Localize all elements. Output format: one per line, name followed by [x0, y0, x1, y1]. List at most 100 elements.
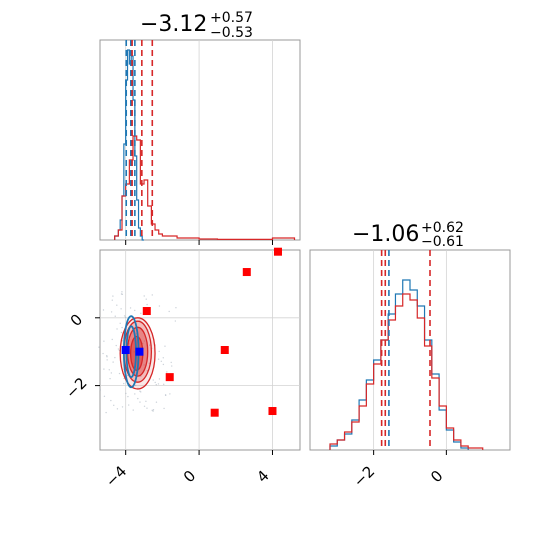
sample-point — [155, 401, 158, 403]
sample-point — [125, 392, 127, 395]
sample-point — [152, 409, 155, 411]
sample-point — [143, 295, 145, 297]
sample-point — [171, 365, 173, 367]
sample-point — [103, 368, 105, 370]
sample-point — [123, 382, 125, 385]
sample-point — [174, 320, 177, 322]
title-upper: +0.62 — [421, 220, 464, 236]
sample-point — [168, 310, 170, 313]
sample-point — [134, 393, 136, 395]
sample-point — [139, 401, 141, 403]
sample-point — [166, 371, 168, 373]
sample-point — [103, 395, 106, 398]
title-value: −3.12 — [140, 12, 207, 37]
sample-point — [146, 407, 148, 409]
sample-point — [113, 404, 115, 407]
sample-point — [139, 319, 141, 321]
sample-point — [117, 348, 120, 350]
sample-point — [114, 315, 116, 317]
x-tick-label: −4 — [102, 462, 130, 490]
x-tick-label: 0 — [427, 467, 446, 486]
red-marker — [142, 307, 151, 316]
red-marker — [268, 407, 277, 416]
marginal-histogram-y: −2 0 −1.06 +0.62 −0.61 — [309, 220, 511, 491]
histogram-marks — [329, 250, 484, 450]
marginal-histogram-x: −3.12 +0.57 −0.53 — [99, 10, 301, 245]
sample-point — [133, 351, 135, 353]
sample-point — [175, 307, 177, 309]
title-lower: −0.53 — [210, 25, 253, 41]
sample-point — [102, 309, 105, 311]
title-lower: −0.61 — [421, 234, 464, 250]
sample-point — [111, 299, 113, 301]
blue-marker — [121, 346, 130, 354]
sample-point — [164, 394, 167, 396]
scatter-marks — [98, 247, 282, 417]
sample-point — [155, 383, 157, 386]
sample-point — [105, 411, 107, 414]
sample-point — [152, 379, 154, 381]
sample-point — [127, 395, 129, 398]
sample-point — [123, 377, 125, 380]
sample-point — [157, 358, 160, 360]
sample-point — [164, 345, 166, 347]
sample-point — [121, 326, 123, 329]
sample-point — [106, 356, 108, 358]
red-marker — [273, 247, 282, 256]
sample-point — [120, 331, 123, 334]
sample-point — [169, 393, 171, 395]
red-marker — [220, 346, 229, 354]
sample-point — [112, 295, 114, 297]
sample-point — [123, 315, 126, 317]
sample-point — [102, 352, 104, 355]
sample-point — [137, 397, 139, 400]
sample-point — [146, 303, 148, 306]
sample-point — [158, 378, 161, 380]
sample-point — [157, 383, 160, 385]
sample-point — [151, 294, 153, 296]
sample-point — [121, 340, 124, 342]
title-upper: +0.57 — [210, 10, 253, 26]
x-tick-label: 4 — [253, 467, 272, 486]
sample-point — [118, 372, 121, 375]
sample-point — [145, 298, 147, 300]
y-tick-label: 0 — [67, 311, 86, 330]
sample-point — [120, 293, 123, 295]
axes-frame — [99, 249, 301, 451]
red-marker — [210, 408, 219, 417]
sample-point — [112, 361, 114, 363]
histogram-step-line — [114, 49, 145, 241]
x-ticks: −2 0 — [350, 450, 447, 491]
sample-point — [98, 346, 100, 348]
sample-point — [115, 344, 117, 347]
red-marker — [165, 373, 174, 382]
sample-point — [163, 383, 165, 386]
sample-point — [121, 291, 123, 293]
sample-point — [106, 359, 108, 361]
title-value: −1.06 — [352, 222, 419, 247]
sample-point — [145, 400, 147, 403]
sample-point — [110, 399, 112, 402]
sample-point — [143, 340, 146, 342]
sample-point — [143, 364, 145, 366]
sample-point — [154, 381, 156, 384]
sample-point — [116, 304, 118, 306]
sample-point — [116, 328, 118, 330]
sample-point — [158, 350, 160, 353]
sample-point — [109, 377, 111, 380]
sample-point — [132, 409, 134, 411]
sample-point — [140, 391, 142, 393]
sample-point — [148, 344, 151, 346]
sample-point — [134, 384, 137, 387]
sample-point — [120, 308, 122, 310]
sample-point — [126, 374, 129, 377]
sample-point — [119, 322, 121, 325]
sample-point — [158, 305, 161, 307]
sample-point — [152, 410, 154, 412]
sample-point — [110, 372, 113, 374]
sample-point — [162, 363, 165, 366]
sample-point — [108, 369, 110, 371]
sample-point — [134, 309, 136, 312]
sample-point — [170, 361, 172, 364]
